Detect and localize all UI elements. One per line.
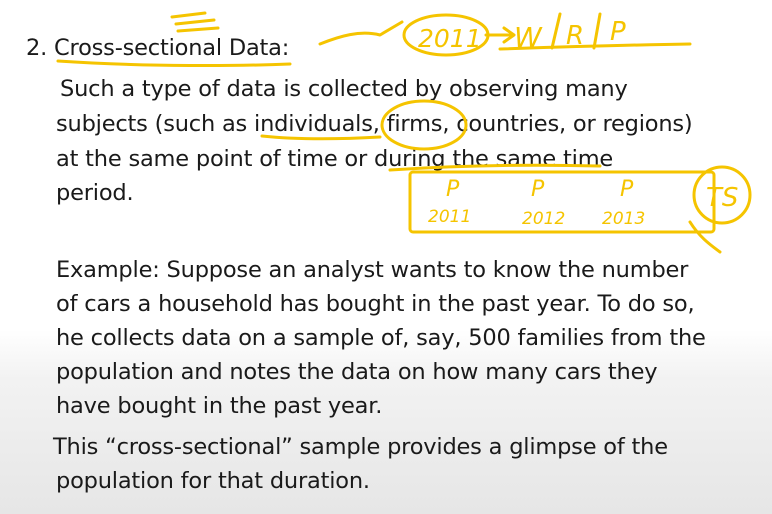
ts-circle [692,165,752,225]
example-line-1: Example: Suppose an analyst wants to kno… [56,257,689,283]
firms-circle [380,99,468,151]
definition-line-4: period. [56,180,134,206]
tick-marks-top [170,11,220,33]
var-separator-1 [550,12,562,50]
definition-line-1: Such a type of data is collected by obse… [60,76,628,102]
arrow-squiggle [318,20,404,46]
conclusion-line-1: This “cross-sectional” sample provides a… [53,434,668,460]
box-pointer-stroke [688,220,722,254]
box-year-2: 2012 [522,209,565,229]
conclusion-line-2: population for that duration. [56,468,370,494]
ts-text: TS [706,183,738,213]
box-letter-2: P [531,177,545,202]
box-letter-1: P [446,177,460,202]
example-line-3: he collects data on a sample of, say, 50… [56,325,706,351]
heading-underline [56,59,292,68]
example-line-5: have bought in the past year. [56,393,383,419]
example-line-4: population and notes the data on how man… [56,359,658,385]
box-letter-3: P [620,177,634,202]
definition-line-2: subjects (such as individuals, firms, co… [56,111,693,137]
time-box [408,170,716,234]
top-var-3: P [610,17,626,47]
box-year-3: 2013 [602,209,645,229]
individuals-underline [260,134,382,141]
slide-heading: 2. Cross-sectional Data: [26,35,290,61]
year-circle-arrow [484,26,516,44]
example-line-2: of cars a household has bought in the pa… [56,291,695,317]
vars-underline [498,42,692,51]
var-separator-2 [592,12,602,50]
top-year-text: 2011 [418,24,482,53]
definition-line-3: at the same point of time or during the … [56,146,614,172]
during-underline [388,163,602,172]
top-var-2: R [566,21,584,51]
box-year-1: 2011 [428,207,471,227]
